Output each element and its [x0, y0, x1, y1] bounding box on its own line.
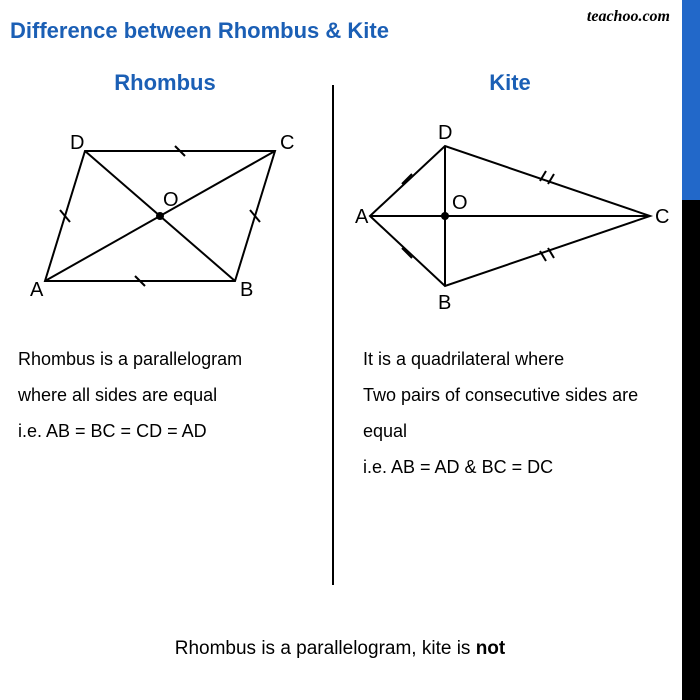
label-A: A	[30, 279, 44, 301]
watermark: teachoo.com	[587, 8, 670, 26]
rhombus-line2: where all sides are equal	[18, 377, 318, 413]
page-title: Difference between Rhombus & Kite	[10, 18, 389, 44]
diagram-kite: A B C D O	[350, 111, 670, 321]
right-bar-black	[682, 200, 700, 700]
diagram-rhombus: A B C D O	[15, 111, 315, 321]
rhombus-line1: Rhombus is a parallelogram	[18, 341, 318, 377]
kite-line4: i.e. AB = AD & BC = DC	[363, 449, 663, 485]
label-D: D	[438, 122, 452, 144]
label-B: B	[438, 292, 451, 314]
label-C: C	[280, 132, 294, 154]
desc-rhombus: Rhombus is a parallelogram where all sid…	[0, 341, 330, 449]
footer-note: Rhombus is a parallelogram, kite is not	[0, 638, 680, 660]
column-kite: Kite A B C D O It is a quadrilateral whe…	[345, 70, 675, 485]
column-divider	[332, 85, 334, 585]
right-bar-blue	[682, 0, 700, 200]
desc-kite: It is a quadrilateral where Two pairs of…	[345, 341, 675, 485]
kite-line1: It is a quadrilateral where	[363, 341, 663, 377]
footer-pre: Rhombus is a parallelogram, kite is	[175, 638, 476, 659]
kite-line3: equal	[363, 413, 663, 449]
column-rhombus: Rhombus A B C D O Rhombus is a parallelo…	[0, 70, 330, 449]
label-O: O	[163, 189, 179, 211]
label-C: C	[655, 206, 669, 228]
heading-kite: Kite	[345, 70, 675, 96]
label-O: O	[452, 192, 468, 214]
heading-rhombus: Rhombus	[0, 70, 330, 96]
label-A: A	[355, 206, 369, 228]
label-D: D	[70, 132, 84, 154]
label-B: B	[240, 279, 253, 301]
footer-bold: not	[476, 638, 506, 659]
kite-line2: Two pairs of consecutive sides are	[363, 377, 663, 413]
rhombus-line3: i.e. AB = BC = CD = AD	[18, 413, 318, 449]
